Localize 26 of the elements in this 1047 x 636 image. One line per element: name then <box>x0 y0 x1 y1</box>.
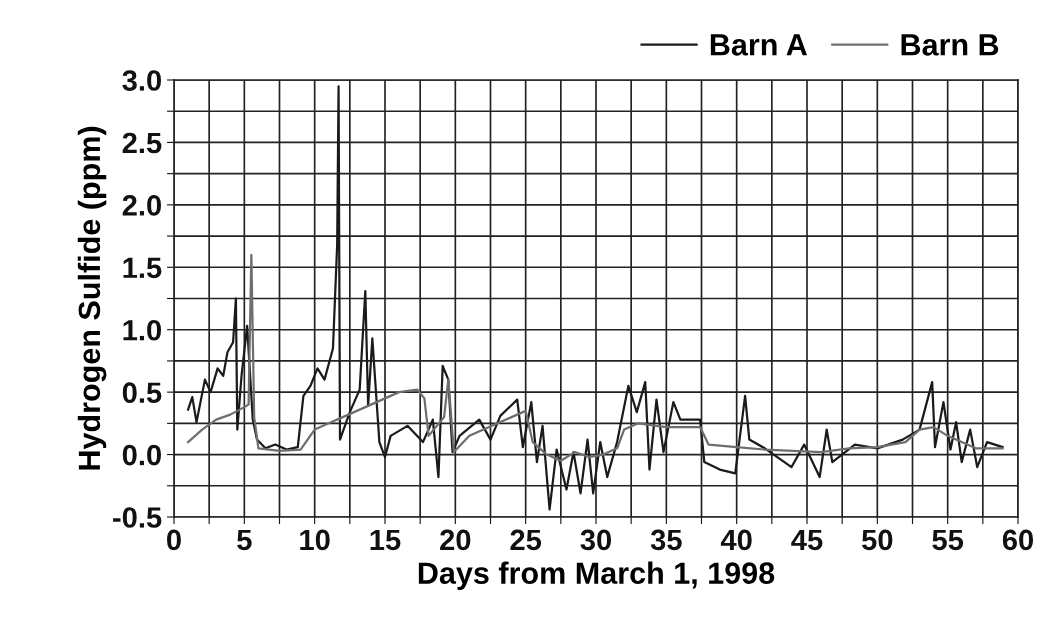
x-tick-label: 30 <box>580 529 612 551</box>
y-tick-label: 0.5 <box>122 382 162 403</box>
x-tick-label: 35 <box>650 529 682 551</box>
x-tick-label: 15 <box>370 529 401 551</box>
x-tick-label: 55 <box>932 529 964 551</box>
x-tick-label: 5 <box>237 529 252 551</box>
y-tick-label: 0.0 <box>122 444 161 466</box>
y-tick-label: 2.5 <box>122 132 162 154</box>
x-tick-label: 60 <box>1002 529 1034 551</box>
x-tick-label: 0 <box>167 529 181 551</box>
legend-label: Barn A <box>710 34 808 56</box>
x-axis-title: Days from March 1, 1998 <box>418 561 775 591</box>
y-tick-label: 2.0 <box>122 195 161 216</box>
y-axis-title: Hydrogen Sulfide (ppm) <box>77 126 107 470</box>
legend-label: Barn B <box>901 34 999 56</box>
x-tick-label: 50 <box>862 529 893 551</box>
x-tick-label: 25 <box>510 529 542 551</box>
y-tick-label: 3.0 <box>122 70 161 91</box>
x-tick-label: 45 <box>791 529 823 551</box>
y-tick-label: 1.5 <box>123 257 162 279</box>
x-tick-label: 20 <box>440 529 471 551</box>
x-tick-label: 10 <box>300 529 330 551</box>
x-tick-label: 40 <box>720 529 752 551</box>
y-tick-label: 1.0 <box>123 319 161 341</box>
line-series <box>186 253 1004 462</box>
y-tick-label: -0.5 <box>113 507 162 528</box>
